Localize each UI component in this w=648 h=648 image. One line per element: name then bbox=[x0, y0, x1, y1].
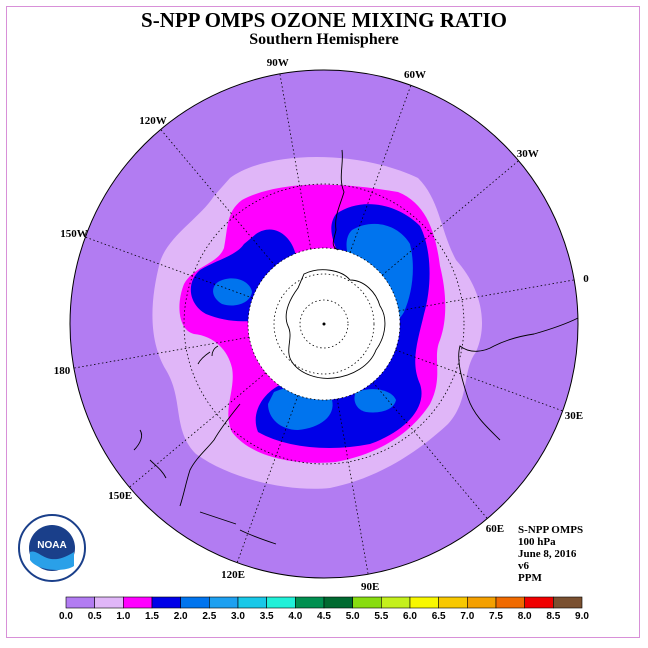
colorbar-tick-label: 9.0 bbox=[575, 611, 589, 622]
colorbar-tick-label: 0.0 bbox=[59, 611, 73, 622]
colorbar-tick-label: 0.5 bbox=[88, 611, 102, 622]
colorbar-swatch bbox=[209, 596, 239, 609]
map-subtitle: Southern Hemisphere bbox=[249, 31, 399, 48]
colorbar-tick-label: 2.5 bbox=[202, 611, 216, 622]
noaa-logo: NOAA bbox=[18, 514, 86, 582]
longitude-label: 180 bbox=[54, 365, 71, 377]
meridian-line bbox=[398, 279, 575, 312]
colorbar-swatch bbox=[438, 596, 468, 609]
colorbar-tick-label: 6.0 bbox=[403, 611, 417, 622]
meridian-line bbox=[236, 395, 299, 563]
meridian-line bbox=[160, 129, 276, 267]
colorbar-tick-label: 7.5 bbox=[489, 611, 503, 622]
meridians bbox=[73, 73, 575, 575]
colorbar-swatch bbox=[409, 596, 439, 609]
colorbar-swatch bbox=[123, 596, 153, 609]
longitude-label: 30E bbox=[565, 410, 583, 422]
longitude-label: 150E bbox=[108, 490, 132, 502]
colorbar-swatch bbox=[495, 596, 525, 609]
africa-outline bbox=[458, 317, 579, 441]
info-version: v6 bbox=[518, 560, 529, 572]
new-zealand-outline bbox=[197, 345, 219, 365]
longitude-label: 90E bbox=[361, 581, 379, 593]
meridian-line bbox=[395, 349, 563, 412]
longitude-label: 0 bbox=[583, 273, 589, 285]
colorbar-swatch bbox=[467, 596, 497, 609]
colorbar-swatch bbox=[295, 596, 325, 609]
latitude-circle bbox=[247, 247, 401, 401]
colorbar-tick-label: 1.5 bbox=[145, 611, 159, 622]
longitude-label: 150W bbox=[60, 228, 88, 240]
meridian-line bbox=[73, 336, 250, 369]
meridian-line bbox=[85, 236, 253, 299]
info-instrument: S-NPP OMPS bbox=[518, 524, 584, 536]
meridian-line bbox=[336, 398, 369, 575]
meridian-line bbox=[349, 85, 412, 253]
info-date: June 8, 2016 bbox=[518, 548, 577, 560]
colorbar bbox=[65, 596, 583, 609]
colorbar-tick-label: 3.0 bbox=[231, 611, 245, 622]
south-pole-marker bbox=[322, 322, 326, 326]
colorbar-swatch bbox=[323, 596, 353, 609]
longitude-label: 60W bbox=[404, 69, 426, 81]
longitude-label: 60E bbox=[486, 523, 504, 535]
longitude-label: 30W bbox=[517, 148, 539, 160]
colorbar-tick-label: 4.5 bbox=[317, 611, 331, 622]
antarctica-outline bbox=[285, 269, 386, 379]
longitude-label: 120E bbox=[221, 569, 245, 581]
latitude-circle bbox=[183, 183, 465, 465]
latitude-circle bbox=[273, 273, 375, 375]
colorbar-tick-label: 6.5 bbox=[432, 611, 446, 622]
level-2.0-2.5-west bbox=[213, 278, 252, 306]
colorbar-swatch bbox=[65, 596, 95, 609]
colorbar-swatch bbox=[237, 596, 267, 609]
coastlines bbox=[133, 149, 579, 545]
longitude-label: 120W bbox=[139, 115, 167, 127]
level-2.0-2.5-south-2 bbox=[354, 389, 396, 413]
colorbar-swatch bbox=[352, 596, 382, 609]
noaa-logo-text: NOAA bbox=[37, 540, 66, 551]
longitude-label: 90W bbox=[267, 57, 289, 69]
colorbar-tick-label: 7.0 bbox=[460, 611, 474, 622]
noaa-logo-wave bbox=[30, 551, 74, 570]
colorbar-swatch bbox=[151, 596, 181, 609]
colorbar-tick-label: 2.0 bbox=[174, 611, 188, 622]
map-title: S-NPP OMPS OZONE MIXING RATIO bbox=[141, 8, 507, 32]
colorbar-tick-label: 5.5 bbox=[374, 611, 388, 622]
meridian-line bbox=[372, 381, 488, 519]
page-border bbox=[6, 6, 640, 638]
south-america-outline bbox=[332, 149, 345, 251]
info-units: PPM bbox=[518, 572, 542, 584]
meridian-line bbox=[279, 73, 312, 250]
colorbar-tick-label: 8.5 bbox=[546, 611, 560, 622]
colorbar-swatch bbox=[266, 596, 296, 609]
colorbar-swatch bbox=[180, 596, 210, 609]
colorbar-tick-label: 3.5 bbox=[260, 611, 274, 622]
colorbar-swatch bbox=[553, 596, 583, 609]
graticule bbox=[183, 183, 465, 465]
meridian-line bbox=[381, 160, 519, 276]
map-boundary bbox=[69, 69, 579, 579]
colorbar-tick-label: 1.0 bbox=[116, 611, 130, 622]
colorbar-tick-label: 8.0 bbox=[518, 611, 532, 622]
colorbar-swatch bbox=[524, 596, 554, 609]
info-level: 100 hPa bbox=[518, 536, 556, 548]
meridian-line bbox=[129, 372, 267, 488]
australia-outline bbox=[179, 403, 241, 507]
indonesia-outline bbox=[133, 429, 277, 545]
colorbar-tick-labels: 0.0 0.5 1.0 1.5 2.0 2.5 3.0 3.5 4.0 4.5 5.0 5.5 6.0 6… bbox=[59, 611, 589, 622]
colorbar-swatch bbox=[381, 596, 411, 609]
colorbar-tick-label: 5.0 bbox=[346, 611, 360, 622]
longitude-labels: 90W 60W 30W 0 30E 60E 90E 120E 150E 180 150W 120W bbox=[54, 57, 589, 593]
latitude-circle bbox=[299, 299, 349, 349]
colorbar-swatch bbox=[94, 596, 124, 609]
colorbar-tick-label: 4.0 bbox=[288, 611, 302, 622]
